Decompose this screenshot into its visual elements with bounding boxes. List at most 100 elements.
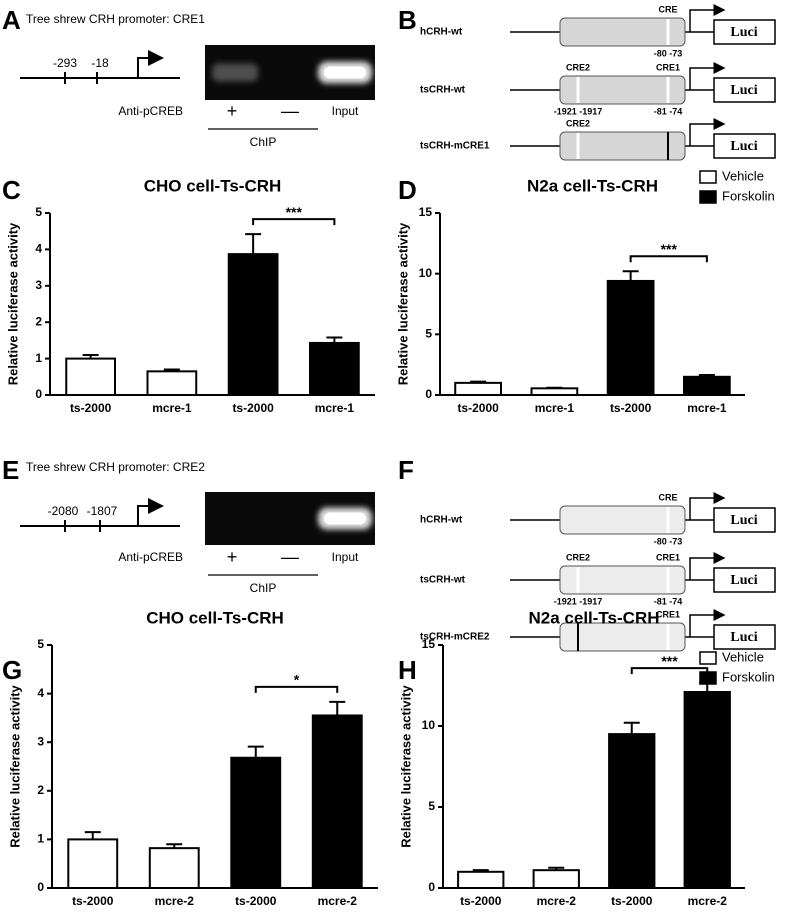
x-tick-label: mcre-1	[535, 401, 575, 415]
tss-arrow	[689, 62, 726, 90]
reporter-box	[713, 624, 776, 650]
x-tick-label: mcre-2	[688, 894, 728, 908]
x-tick-label: ts-2000	[457, 401, 499, 415]
reporter-label: Luci	[730, 630, 757, 645]
y-tick-label: 1	[35, 351, 42, 365]
x-tick-label: ts-2000	[70, 401, 112, 415]
y-tick-label: 15	[419, 205, 433, 219]
cre-label: CRE	[658, 492, 677, 502]
reporter-box	[713, 19, 776, 45]
y-tick-label: 3	[35, 278, 42, 292]
promoter-box	[559, 131, 686, 161]
panel-letter: D	[398, 175, 417, 205]
promoter-position: -1807	[87, 504, 118, 518]
promoter-box	[559, 17, 686, 47]
x-tick-label: mcre-1	[152, 401, 192, 415]
x-tick-label: ts-2000	[232, 401, 274, 415]
y-tick-label: 4	[37, 686, 44, 700]
y-tick-label: 1	[37, 832, 44, 846]
bar	[532, 869, 580, 889]
promoter-position: -293	[53, 56, 77, 70]
x-tick-label: mcre-2	[537, 894, 577, 908]
cre-label: CRE2	[566, 552, 590, 562]
chart-title: N2a cell-Ts-CRH	[529, 608, 660, 627]
cre-coords: -80 -73	[654, 536, 683, 546]
panel-letter: B	[398, 5, 417, 35]
reporter-label: Luci	[730, 83, 757, 98]
tss-arrow	[137, 50, 164, 78]
bar	[148, 847, 200, 890]
cre-label: CRE1	[656, 62, 680, 72]
bar	[530, 387, 579, 396]
significance-label: ***	[286, 204, 303, 220]
construct-name: tsCRH-wt	[420, 575, 466, 586]
legend-label: Vehicle	[722, 168, 764, 183]
cre-label: CRE1	[656, 609, 680, 619]
reporter-box	[713, 77, 776, 103]
bar	[309, 341, 360, 396]
tss-arrow	[689, 552, 726, 580]
legend-swatch	[699, 190, 717, 204]
gel-band	[212, 63, 258, 82]
panel-letter: C	[2, 175, 21, 205]
promoter-box	[559, 505, 686, 535]
significance-label: ***	[661, 653, 678, 669]
significance-label: *	[294, 672, 300, 688]
cre-coords: -81 -74	[654, 106, 683, 116]
promoter-box	[559, 565, 686, 595]
cre-coords: -1921 -1917	[554, 596, 603, 606]
x-tick-label: ts-2000	[610, 401, 652, 415]
y-tick-label: 5	[428, 799, 435, 813]
x-tick-label: ts-2000	[611, 894, 653, 908]
y-tick-label: 2	[35, 314, 42, 328]
chip-title: Tree shrew CRH promoter: CRE1	[26, 12, 205, 26]
y-tick-label: 5	[35, 205, 42, 219]
legend-label: Vehicle	[722, 649, 764, 664]
reporter-label: Luci	[730, 25, 757, 40]
bar	[683, 690, 731, 889]
chip-title: Tree shrew CRH promoter: CRE2	[26, 460, 205, 474]
bar	[683, 375, 731, 396]
legend-swatch	[699, 671, 717, 685]
chart-title: N2a cell-Ts-CRH	[527, 176, 658, 195]
bar	[608, 733, 656, 889]
cre-label: CRE2	[566, 62, 590, 72]
x-tick-label: ts-2000	[235, 894, 277, 908]
promoter-position: -2080	[48, 504, 79, 518]
cre-label: CRE1	[656, 552, 680, 562]
bar	[146, 370, 198, 396]
bar	[457, 870, 505, 889]
y-tick-label: 15	[422, 637, 436, 651]
x-tick-label: mcre-1	[687, 401, 727, 415]
reporter-box	[713, 133, 776, 159]
chart-title: CHO cell-Ts-CRH	[146, 608, 284, 627]
legend-label: Forskolin	[722, 669, 775, 684]
reporter-label: Luci	[730, 573, 757, 588]
y-tick-label: 0	[425, 387, 432, 401]
bar	[67, 838, 119, 890]
reporter-label: Luci	[730, 513, 757, 528]
panel-letter: A	[2, 5, 21, 35]
cre-coords: -1921 -1917	[554, 106, 603, 116]
y-tick-label: 0	[428, 880, 435, 894]
y-tick-label: 10	[422, 718, 436, 732]
y-axis-label: Relative luciferase activity	[395, 222, 410, 385]
x-tick-label: mcre-2	[155, 894, 195, 908]
x-tick-label: mcre-1	[315, 401, 355, 415]
bar	[454, 381, 502, 397]
cre-label: CRE2	[566, 118, 590, 128]
y-axis-label: Relative luciferase activity	[398, 684, 413, 847]
significance-bracket	[629, 255, 708, 263]
bar	[227, 253, 279, 396]
x-tick-label: mcre-2	[318, 894, 358, 908]
y-tick-label: 3	[37, 734, 44, 748]
lane-label: Input	[332, 550, 359, 564]
bar	[230, 756, 282, 890]
gel-band	[324, 66, 366, 79]
reporter-label: Luci	[730, 139, 757, 154]
y-axis-label: Relative luciferase activity	[7, 684, 22, 847]
construct-name: tsCRH-wt	[420, 85, 466, 96]
construct-name: tsCRH-mCRE2	[420, 632, 490, 643]
legend-label: Forskolin	[722, 188, 775, 203]
tss-arrow	[689, 118, 726, 146]
